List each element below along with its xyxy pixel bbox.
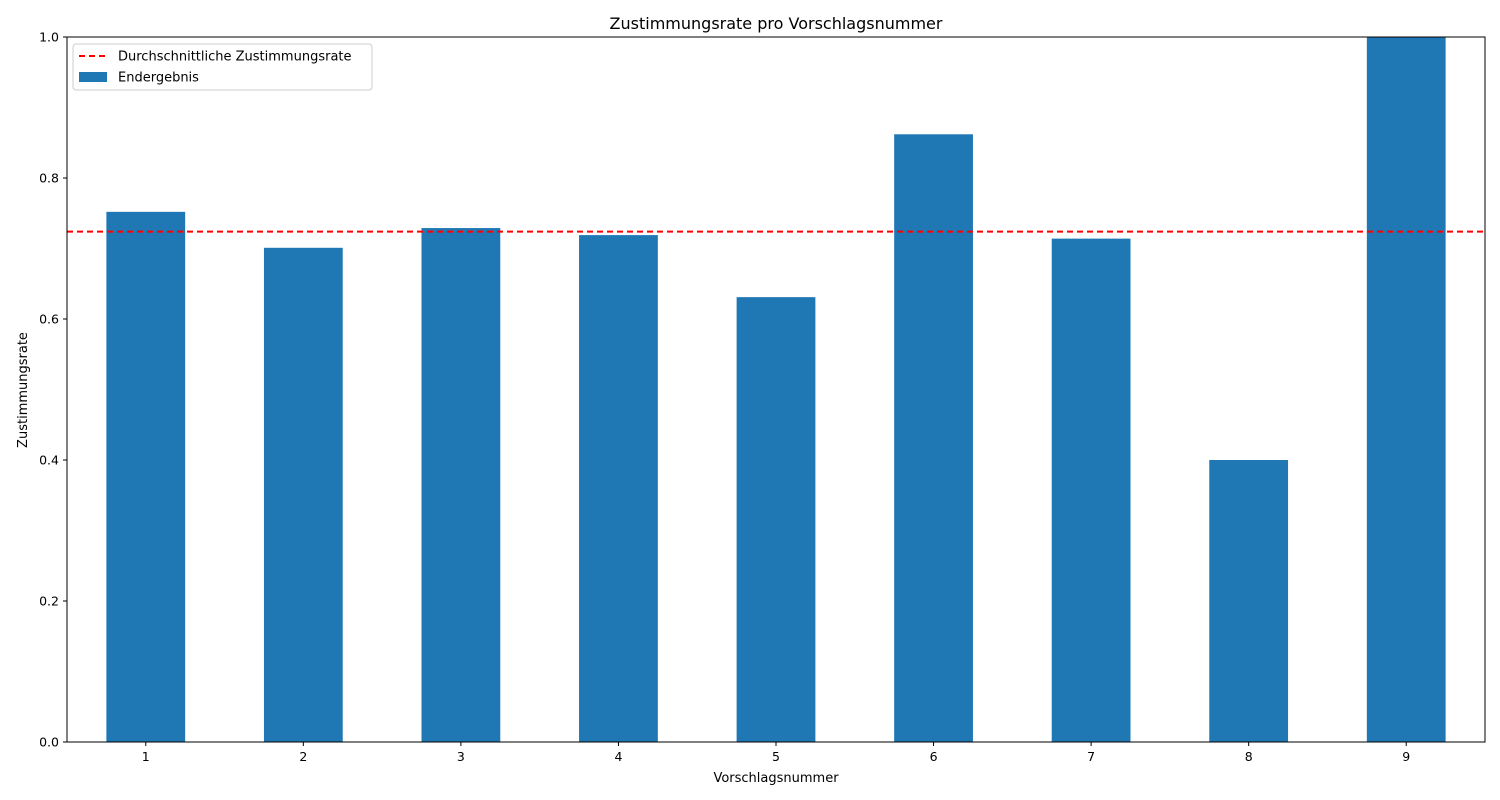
x-tick-label: 1 bbox=[142, 749, 150, 764]
y-tick-label: 0.6 bbox=[39, 312, 59, 327]
x-tick-label: 7 bbox=[1087, 749, 1095, 764]
legend: Durchschnittliche Zustimmungsrate Enderg… bbox=[72, 43, 373, 91]
x-tick-label: 9 bbox=[1402, 749, 1410, 764]
bar-5 bbox=[736, 297, 816, 742]
x-tick-label: 4 bbox=[614, 749, 622, 764]
x-axis-label: Vorschlagsnummer bbox=[713, 771, 839, 786]
plot-area: 0.0 0.2 0.4 0.6 0.8 1.0 1 2 3 4 5 6 7 8 9 bbox=[39, 30, 1486, 764]
bar-3 bbox=[421, 228, 501, 742]
legend-bar-swatch bbox=[79, 72, 107, 82]
x-tick-label: 5 bbox=[772, 749, 780, 764]
x-tick-label: 3 bbox=[457, 749, 465, 764]
bar-1 bbox=[106, 211, 186, 743]
x-tick-label: 2 bbox=[299, 749, 307, 764]
bar-2 bbox=[263, 247, 343, 743]
x-tick-label: 6 bbox=[930, 749, 938, 764]
bar-9 bbox=[1366, 37, 1446, 742]
bar-6 bbox=[894, 134, 973, 743]
legend-average-label: Durchschnittliche Zustimmungsrate bbox=[118, 50, 352, 65]
x-tick-label: 8 bbox=[1245, 749, 1253, 764]
bar-8 bbox=[1209, 460, 1289, 742]
y-tick-label: 0.2 bbox=[39, 594, 59, 609]
y-axis-label: Zustimmungsrate bbox=[16, 332, 31, 448]
y-tick-label: 1.0 bbox=[39, 30, 59, 45]
y-tick-label: 0.8 bbox=[39, 171, 59, 186]
y-tick-label: 0.4 bbox=[39, 453, 59, 468]
legend-box bbox=[72, 43, 373, 91]
chart-title: Zustimmungsrate pro Vorschlagsnummer bbox=[610, 14, 943, 33]
bar-7 bbox=[1051, 238, 1131, 742]
bar-4 bbox=[579, 235, 658, 743]
legend-series-label: Endergebnis bbox=[118, 71, 199, 86]
y-tick-label: 0.0 bbox=[39, 735, 59, 750]
